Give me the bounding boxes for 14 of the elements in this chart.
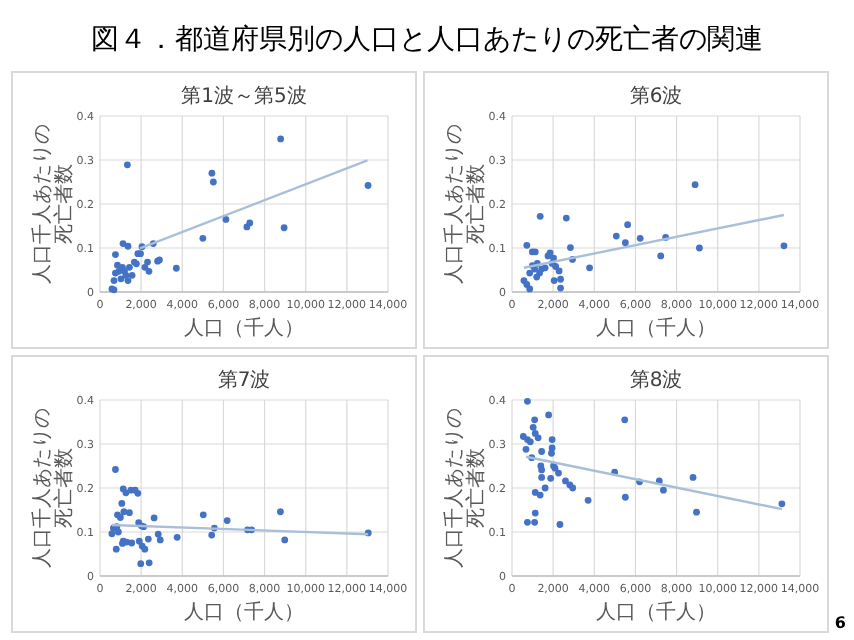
caption: 図４．都道府県別の人口と人口あたりの死亡者の関連 xyxy=(91,24,763,56)
y-axis-title: 人口千人あたりの死亡者数 xyxy=(442,408,488,568)
chart-title: 第1波～第5波 xyxy=(181,84,307,108)
x-axis-title: 人口（千人） xyxy=(596,316,716,340)
y-axis-title: 人口千人あたりの死亡者数 xyxy=(30,124,76,284)
text: 6 xyxy=(834,614,847,632)
chart-title: 第8波 xyxy=(629,368,683,392)
chart-title: 第7波 xyxy=(217,368,271,392)
y-axis-title: 人口千人あたりの死亡者数 xyxy=(30,408,76,568)
x-axis-title: 人口（千人） xyxy=(184,600,304,624)
x-axis-title: 人口（千人） xyxy=(184,316,304,340)
chart-title: 第6波 xyxy=(629,84,683,108)
x-axis-title: 人口（千人） xyxy=(596,600,716,624)
y-axis-title: 人口千人あたりの死亡者数 xyxy=(442,124,488,284)
